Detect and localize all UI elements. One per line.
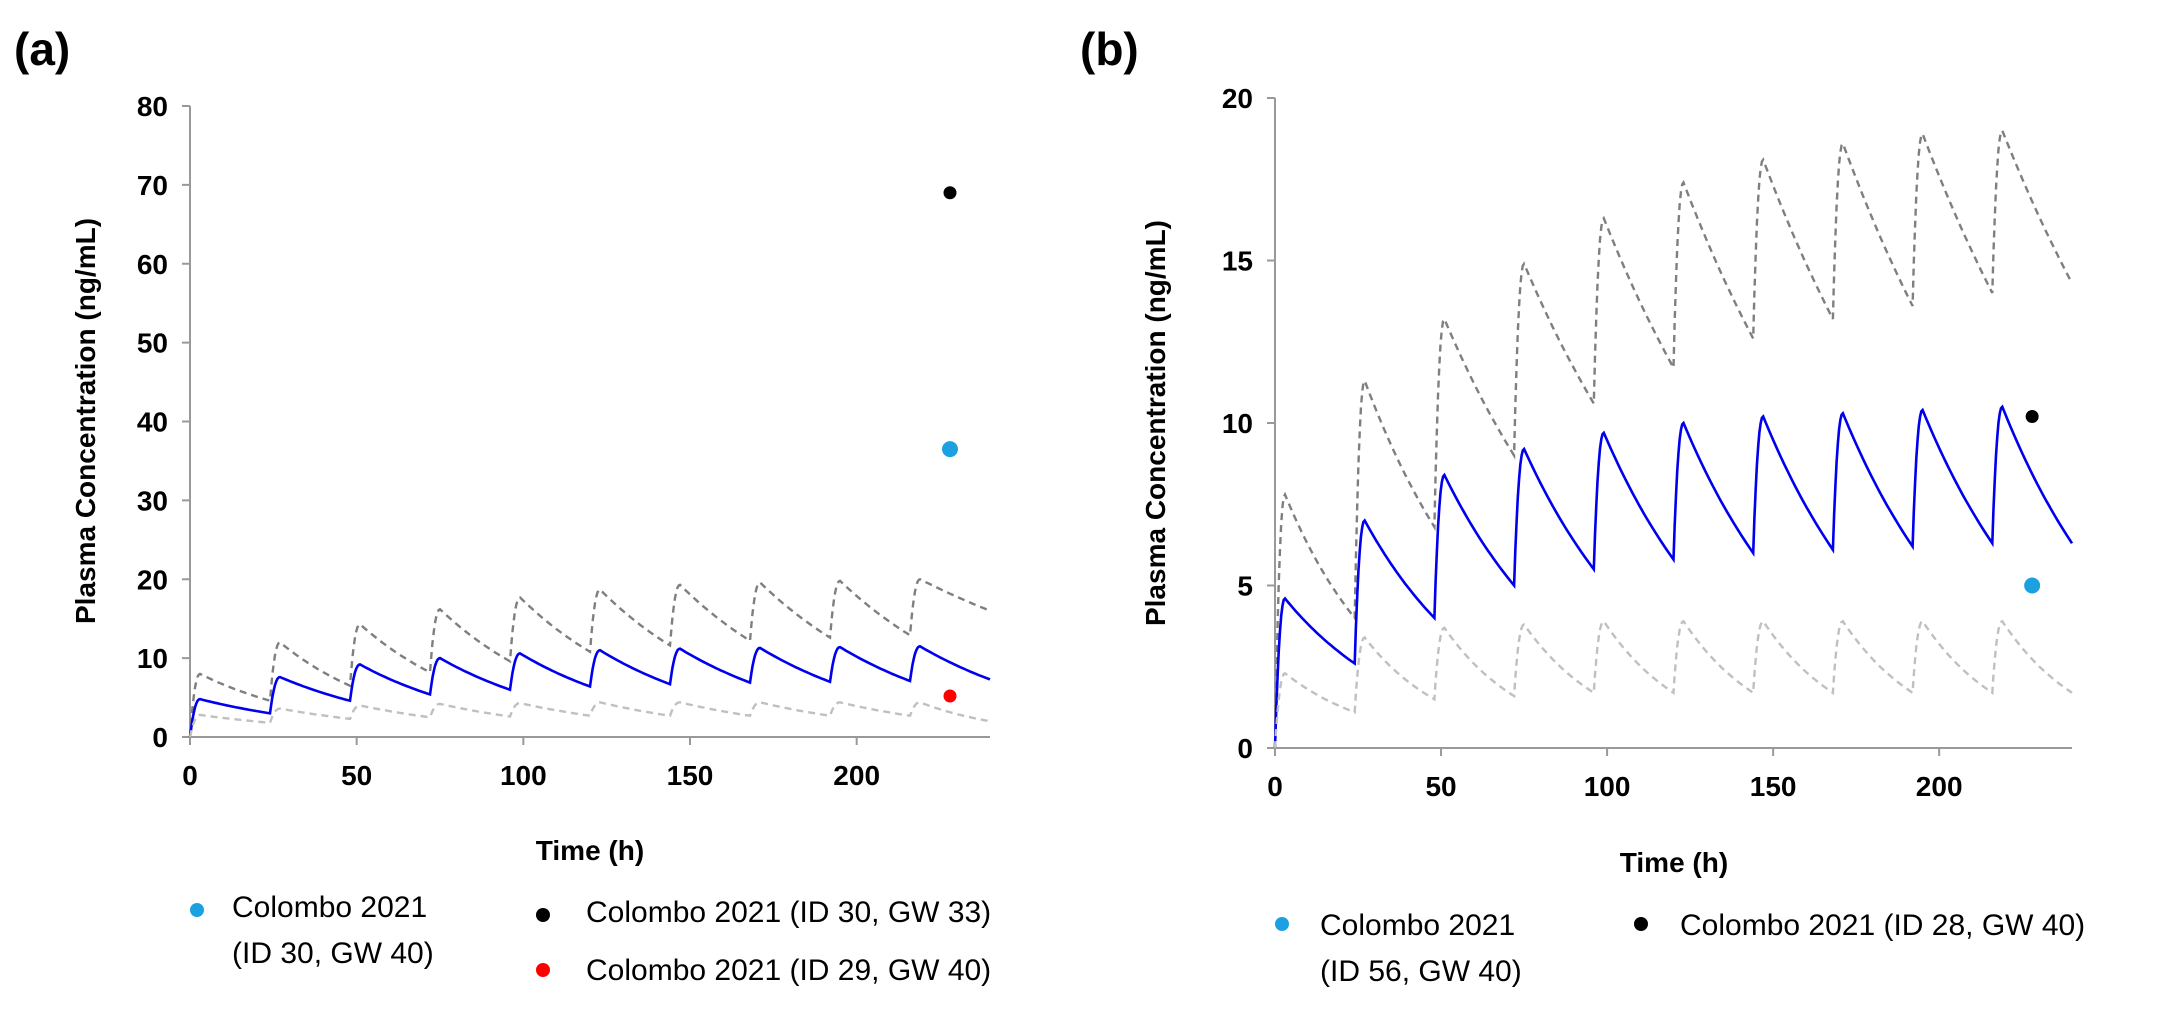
legend-a-label-0-line-1: (ID 30, GW 40)	[232, 937, 434, 970]
series-line-a-2	[188, 701, 991, 738]
legend-b-label-0-line-0: Colombo 2021	[1320, 909, 1516, 942]
x-tick-label-a-0: 0	[182, 760, 198, 791]
x-tick-label-a-1: 50	[341, 760, 372, 791]
y-tick-label-a-1: 10	[137, 643, 168, 674]
x-tick-label-a-3: 150	[667, 760, 714, 791]
x-tick-label-b-1: 50	[1425, 771, 1456, 802]
legend-b-label-1: Colombo 2021 (ID 28, GW 40)	[1680, 909, 2086, 942]
legend-b-marker-0	[1275, 917, 1289, 931]
series-line-b-2	[1273, 619, 2073, 749]
observation-point-b-0	[2024, 577, 2041, 594]
legend-a-label-0: Colombo 2021 (ID 30, GW 40)	[232, 885, 434, 977]
y-tick-label-b-0: 0	[1237, 733, 1253, 764]
legend-a-label-2: Colombo 2021 (ID 29, GW 40)	[586, 954, 992, 987]
x-tick-label-b-0: 0	[1267, 771, 1283, 802]
y-tick-label-a-8: 80	[137, 91, 168, 122]
series-line-b-1	[1273, 404, 2074, 749]
x-tick-label-a-2: 100	[500, 760, 547, 791]
x-axis-title-b: Time (h)	[1620, 847, 1728, 878]
y-tick-label-b-2: 10	[1222, 408, 1253, 439]
legend-a-label-1: Colombo 2021 (ID 30, GW 33)	[586, 896, 992, 929]
y-axis-title-b: Plasma Concentration (ng/mL)	[1140, 220, 1171, 626]
observation-point-a-2	[943, 689, 957, 703]
observation-point-a-0	[942, 441, 958, 458]
legend-a-marker-0	[190, 903, 204, 917]
x-tick-label-b-2: 100	[1584, 771, 1631, 802]
x-tick-label-b-4: 200	[1916, 771, 1963, 802]
legend-b-marker-1	[1634, 917, 1648, 931]
legend-a-marker-2	[536, 963, 550, 977]
x-tick-label-a-4: 200	[833, 760, 880, 791]
legend-a-marker-1	[536, 908, 550, 922]
legend-a-label-0-line-0: Colombo 2021	[232, 891, 428, 924]
x-axis-title-a: Time (h)	[536, 835, 644, 866]
panel-label-a: (a)	[14, 23, 71, 75]
y-tick-label-a-4: 40	[137, 407, 168, 438]
y-tick-label-a-2: 20	[137, 564, 168, 595]
legend-b-label-0: Colombo 2021 (ID 56, GW 40)	[1320, 903, 1522, 995]
series-line-b-0	[1273, 128, 2074, 749]
chart-panel-a: 0 10 20 30 40 50 60 70 80 0 50 100 150 200 Time (h) Pla…	[70, 91, 991, 866]
series-line-a-1	[188, 644, 991, 738]
legend-b-label-0-line-1: (ID 56, GW 40)	[1320, 955, 1522, 988]
x-tick-label-b-3: 150	[1750, 771, 1797, 802]
panel-label-b: (b)	[1080, 23, 1139, 75]
observation-point-a-1	[943, 186, 957, 200]
series-line-a-0	[188, 577, 991, 738]
y-axis-title-a: Plasma Concentration (ng/mL)	[70, 218, 101, 624]
y-tick-label-a-5: 50	[137, 328, 168, 359]
y-tick-label-a-6: 60	[137, 249, 168, 280]
y-tick-label-a-7: 70	[137, 170, 168, 201]
observation-point-b-1	[2025, 410, 2039, 423]
y-tick-label-a-3: 30	[137, 485, 168, 516]
y-tick-label-b-3: 15	[1222, 246, 1253, 277]
y-tick-label-a-0: 0	[152, 722, 168, 753]
y-tick-label-b-4: 20	[1222, 83, 1253, 114]
y-tick-label-b-1: 5	[1237, 571, 1253, 602]
